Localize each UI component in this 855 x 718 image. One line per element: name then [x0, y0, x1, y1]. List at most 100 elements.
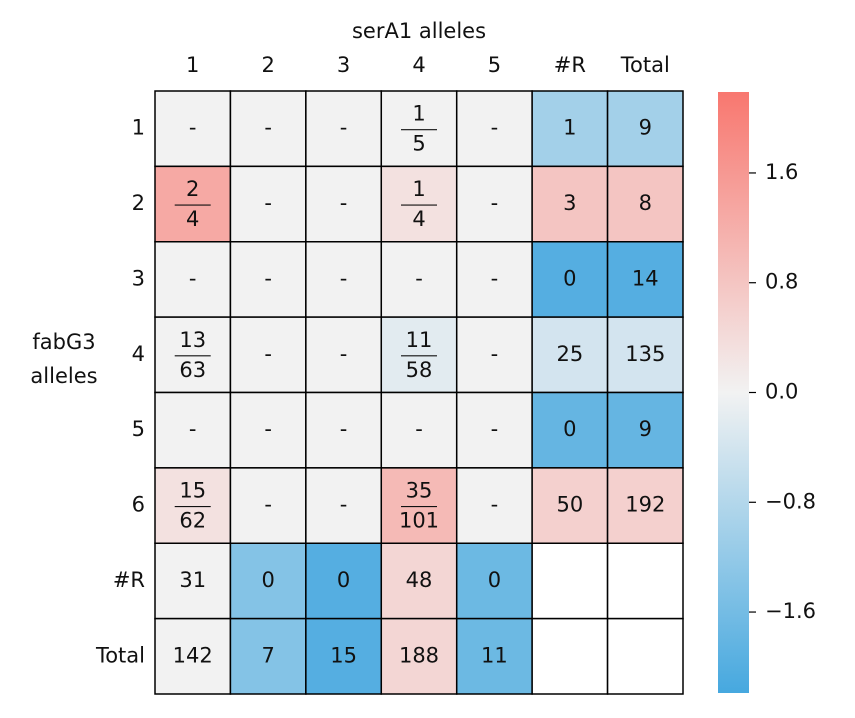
fraction-denominator: 62	[179, 509, 206, 533]
x-axis-label: serA1 alleles	[352, 19, 486, 43]
cell-label: 0	[563, 417, 576, 441]
heatmap-cell	[154, 241, 232, 318]
heatmap-cell	[531, 316, 609, 394]
column-label: 4	[412, 53, 425, 77]
cell-label: 1	[563, 116, 576, 140]
cell-label: -	[415, 417, 423, 441]
fraction-numerator: 13	[179, 328, 206, 352]
cell-label: -	[491, 191, 499, 215]
row-label: 2	[132, 191, 145, 215]
cell-label: -	[491, 342, 499, 366]
cell-label: 188	[399, 643, 439, 667]
fraction-numerator: 2	[186, 177, 199, 201]
fraction-numerator: 11	[406, 328, 433, 352]
cell-label: -	[340, 191, 348, 215]
column-label: 1	[186, 53, 199, 77]
cell-label: -	[491, 417, 499, 441]
heatmap-cell	[606, 391, 684, 469]
fraction-numerator: 1	[412, 177, 425, 201]
heatmap-cell	[154, 90, 232, 168]
column-label: 5	[488, 53, 501, 77]
heatmap-cell	[606, 316, 684, 394]
row-label: 3	[132, 266, 145, 290]
cell-label: 3	[563, 191, 576, 215]
heatmap-cell	[229, 90, 307, 168]
cell-label: 192	[625, 493, 665, 517]
heatmap-cell	[154, 316, 232, 394]
fraction-numerator: 1	[412, 102, 425, 126]
colorbar-tick-label: 0.8	[765, 270, 798, 294]
colorbar	[718, 92, 749, 693]
cell-label: -	[491, 266, 499, 290]
heatmap-cell	[305, 542, 383, 620]
colorbar-tick-label: 1.6	[765, 160, 798, 184]
cell-label: 14	[632, 266, 659, 290]
heatmap-cell	[455, 316, 533, 394]
y-axis-label: alleles	[30, 364, 97, 388]
heatmap-cell	[455, 165, 533, 243]
heatmap-cell	[455, 241, 533, 318]
column-label: 3	[337, 53, 350, 77]
row-label: 4	[132, 342, 145, 366]
heatmap-cell	[154, 542, 232, 620]
cell-label: -	[264, 417, 272, 441]
heatmap-cell	[606, 467, 684, 544]
column-label: 2	[261, 53, 274, 77]
heatmap-cell	[305, 316, 383, 394]
cell-label: 11	[481, 643, 508, 667]
cell-label: 135	[625, 342, 665, 366]
cell-label: 0	[488, 568, 501, 592]
heatmap-cell	[455, 542, 533, 620]
cell-label: -	[189, 116, 197, 140]
heatmap-cell	[531, 542, 609, 620]
colorbar-tick-label: −0.8	[765, 489, 816, 513]
row-label: Total	[95, 643, 145, 667]
cell-label: -	[264, 342, 272, 366]
heatmap-cell	[531, 467, 609, 544]
cell-label: -	[340, 342, 348, 366]
row-label: #R	[113, 568, 145, 592]
cell-label: 9	[639, 417, 652, 441]
cell-label: 50	[556, 493, 583, 517]
heatmap-cell	[531, 90, 609, 168]
cell-label: -	[491, 493, 499, 517]
cell-label: 48	[406, 568, 433, 592]
heatmap-cell	[229, 617, 307, 695]
heatmap-cell	[305, 241, 383, 318]
heatmap-cell	[606, 165, 684, 243]
heatmap-cell	[606, 241, 684, 318]
cell-label: 142	[173, 643, 213, 667]
fraction-denominator: 4	[186, 207, 199, 231]
row-label: 5	[132, 417, 145, 441]
fraction-numerator: 35	[406, 479, 433, 503]
fraction-denominator: 5	[412, 132, 425, 156]
cell-label: 9	[639, 116, 652, 140]
fraction-denominator: 63	[179, 358, 206, 382]
fraction-denominator: 58	[406, 358, 433, 382]
heatmap-cell	[305, 617, 383, 695]
cell-label: 31	[179, 568, 206, 592]
cell-label: -	[189, 417, 197, 441]
cell-label: 0	[261, 568, 274, 592]
cell-label: 25	[556, 342, 583, 366]
y-axis-label: fabG3	[32, 330, 95, 354]
heatmap-cell	[606, 542, 684, 620]
fraction-denominator: 4	[412, 207, 425, 231]
cell-label: 7	[261, 643, 274, 667]
cell-label: -	[340, 417, 348, 441]
heatmap-cell	[531, 617, 609, 695]
colorbar-tick-label: 0.0	[765, 380, 798, 404]
cell-label: 8	[639, 191, 652, 215]
heatmap-cell	[380, 165, 458, 243]
heatmap-cell	[606, 617, 684, 695]
column-label: #R	[554, 53, 586, 77]
cell-label: 15	[330, 643, 357, 667]
cell-label: -	[340, 493, 348, 517]
heatmap-cell	[606, 90, 684, 168]
cell-label: -	[264, 266, 272, 290]
cell-label: -	[264, 191, 272, 215]
heatmap-cell	[380, 241, 458, 318]
heatmap-cell	[455, 617, 533, 695]
cell-label: -	[189, 266, 197, 290]
cell-label: -	[415, 266, 423, 290]
